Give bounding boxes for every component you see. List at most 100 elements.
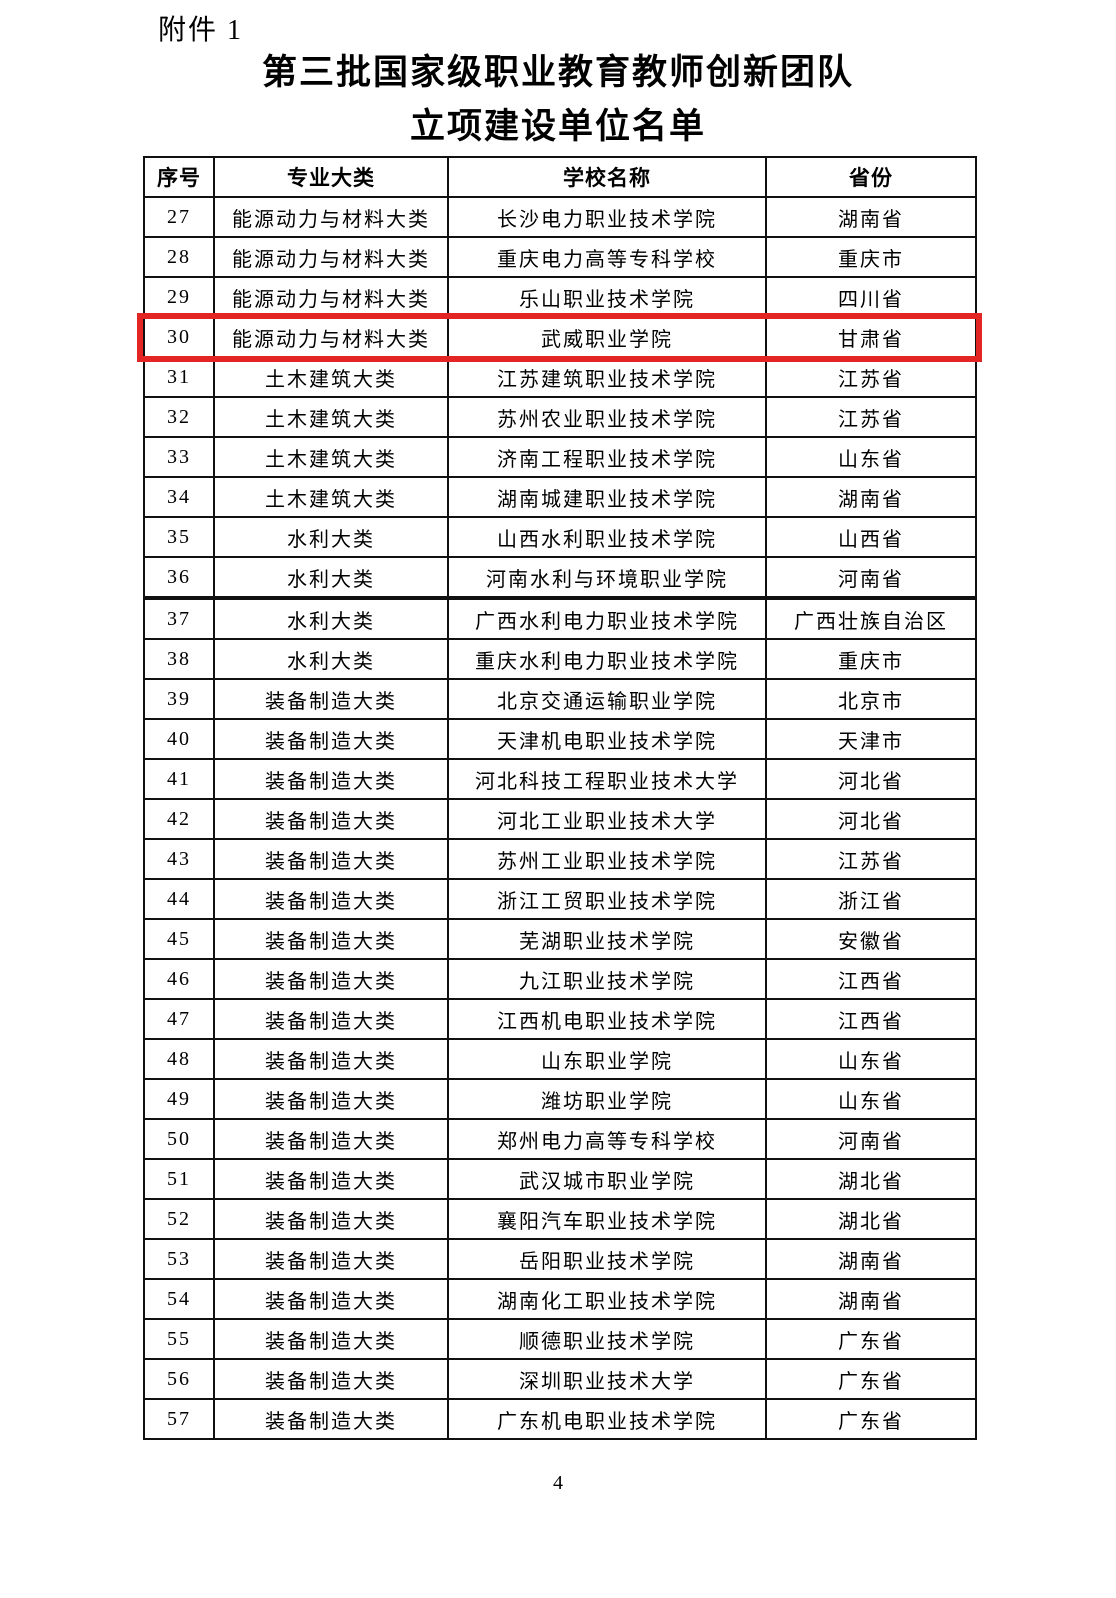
school-cell: 顺德职业技术学院 (447, 1318, 767, 1360)
category-cell: 装备制造大类 (213, 1318, 449, 1360)
province-cell: 河北省 (765, 758, 977, 800)
table-row: 37 水利大类 广西水利电力职业技术学院 广西壮族自治区 (143, 597, 977, 640)
school-cell: 潍坊职业学院 (447, 1078, 767, 1120)
row-number-cell: 53 (143, 1238, 215, 1280)
school-cell: 河北科技工程职业技术大学 (447, 758, 767, 800)
province-cell: 江西省 (765, 958, 977, 1000)
table-row: 42 装备制造大类 河北工业职业技术大学 河北省 (143, 798, 977, 840)
table-row: 41 装备制造大类 河北科技工程职业技术大学 河北省 (143, 758, 977, 800)
table-row: 34 土木建筑大类 湖南城建职业技术学院 湖南省 (143, 476, 977, 518)
category-cell: 土木建筑大类 (213, 396, 449, 438)
province-cell: 广西壮族自治区 (765, 597, 977, 640)
category-cell: 装备制造大类 (213, 1358, 449, 1400)
category-cell: 土木建筑大类 (213, 436, 449, 478)
school-cell: 武汉城市职业学院 (447, 1158, 767, 1200)
province-cell: 北京市 (765, 678, 977, 720)
school-cell: 长沙电力职业技术学院 (447, 196, 767, 238)
page-number: 4 (553, 1472, 563, 1494)
row-number-cell: 31 (143, 356, 215, 398)
table-row: 54 装备制造大类 湖南化工职业技术学院 湖南省 (143, 1278, 977, 1320)
school-cell: 芜湖职业技术学院 (447, 918, 767, 960)
province-cell: 河北省 (765, 798, 977, 840)
table-row: 48 装备制造大类 山东职业学院 山东省 (143, 1038, 977, 1080)
category-cell: 水利大类 (213, 638, 449, 680)
province-cell: 山西省 (765, 516, 977, 558)
province-cell: 湖北省 (765, 1158, 977, 1200)
category-cell: 土木建筑大类 (213, 476, 449, 518)
row-number-cell: 51 (143, 1158, 215, 1200)
school-cell: 苏州农业职业技术学院 (447, 396, 767, 438)
school-cell: 山西水利职业技术学院 (447, 516, 767, 558)
table-row: 28 能源动力与材料大类 重庆电力高等专科学校 重庆市 (143, 236, 977, 278)
province-cell: 江西省 (765, 998, 977, 1040)
header-seq-no: 序号 (143, 156, 215, 198)
category-cell: 水利大类 (213, 516, 449, 558)
category-cell: 装备制造大类 (213, 1118, 449, 1160)
school-cell: 广西水利电力职业技术学院 (447, 597, 767, 640)
province-cell: 广东省 (765, 1318, 977, 1360)
category-cell: 装备制造大类 (213, 958, 449, 1000)
category-cell: 装备制造大类 (213, 1158, 449, 1200)
province-cell: 江苏省 (765, 356, 977, 398)
row-number-cell: 47 (143, 998, 215, 1040)
category-cell: 装备制造大类 (213, 998, 449, 1040)
row-number-cell: 48 (143, 1038, 215, 1080)
row-number-cell: 27 (143, 196, 215, 238)
row-number-cell: 54 (143, 1278, 215, 1320)
province-cell: 湖南省 (765, 196, 977, 238)
table-row: 56 装备制造大类 深圳职业技术大学 广东省 (143, 1358, 977, 1400)
table-row: 47 装备制造大类 江西机电职业技术学院 江西省 (143, 998, 977, 1040)
category-cell: 装备制造大类 (213, 758, 449, 800)
school-cell: 山东职业学院 (447, 1038, 767, 1080)
category-cell: 装备制造大类 (213, 918, 449, 960)
category-cell: 装备制造大类 (213, 678, 449, 720)
header-category: 专业大类 (213, 156, 449, 198)
table-row: 50 装备制造大类 郑州电力高等专科学校 河南省 (143, 1118, 977, 1160)
table-row: 31 土木建筑大类 江苏建筑职业技术学院 江苏省 (143, 356, 977, 398)
table-row: 35 水利大类 山西水利职业技术学院 山西省 (143, 516, 977, 558)
row-number-cell: 52 (143, 1198, 215, 1240)
row-number-cell: 46 (143, 958, 215, 1000)
province-cell: 山东省 (765, 1038, 977, 1080)
school-cell: 广东机电职业技术学院 (447, 1398, 767, 1440)
category-cell: 水利大类 (213, 556, 449, 600)
table-row: 27 能源动力与材料大类 长沙电力职业技术学院 湖南省 (143, 196, 977, 238)
row-number-cell: 41 (143, 758, 215, 800)
school-cell: 浙江工贸职业技术学院 (447, 878, 767, 920)
row-number-cell: 42 (143, 798, 215, 840)
document-title-line1: 第三批国家级职业教育教师创新团队 (261, 53, 854, 92)
row-number-cell: 40 (143, 718, 215, 760)
category-cell: 装备制造大类 (213, 1198, 449, 1240)
row-number-cell: 39 (143, 678, 215, 720)
province-cell: 湖南省 (765, 1278, 977, 1320)
table-row: 39 装备制造大类 北京交通运输职业学院 北京市 (143, 678, 977, 720)
province-cell: 江苏省 (765, 838, 977, 880)
school-cell: 河北工业职业技术大学 (447, 798, 767, 840)
table-row: 29 能源动力与材料大类 乐山职业技术学院 四川省 (143, 276, 977, 318)
row-number-cell: 56 (143, 1358, 215, 1400)
province-cell: 浙江省 (765, 878, 977, 920)
category-cell: 装备制造大类 (213, 878, 449, 920)
row-number-cell: 28 (143, 236, 215, 278)
category-cell: 装备制造大类 (213, 798, 449, 840)
header-school: 学校名称 (447, 156, 767, 198)
school-cell: 天津机电职业技术学院 (447, 718, 767, 760)
province-cell: 湖南省 (765, 1238, 977, 1280)
province-cell: 江苏省 (765, 396, 977, 438)
category-cell: 装备制造大类 (213, 1038, 449, 1080)
school-cell: 襄阳汽车职业技术学院 (447, 1198, 767, 1240)
school-cell: 江西机电职业技术学院 (447, 998, 767, 1040)
units-table: 序号 专业大类 学校名称 省份 27 能源动力与材料大类 长沙电力职业技术学院 湖南省… (143, 156, 977, 1440)
table-row: 38 水利大类 重庆水利电力职业技术学院 重庆市 (143, 638, 977, 680)
table-row: 51 装备制造大类 武汉城市职业学院 湖北省 (143, 1158, 977, 1200)
row-number-cell: 33 (143, 436, 215, 478)
row-number-cell: 35 (143, 516, 215, 558)
document-title-line2: 立项建设单位名单 (409, 107, 706, 146)
school-cell: 江苏建筑职业技术学院 (447, 356, 767, 398)
province-cell: 湖南省 (765, 476, 977, 518)
school-cell: 郑州电力高等专科学校 (447, 1118, 767, 1160)
province-cell: 广东省 (765, 1358, 977, 1400)
school-cell: 重庆水利电力职业技术学院 (447, 638, 767, 680)
table-row: 52 装备制造大类 襄阳汽车职业技术学院 湖北省 (143, 1198, 977, 1240)
province-cell: 湖北省 (765, 1198, 977, 1240)
